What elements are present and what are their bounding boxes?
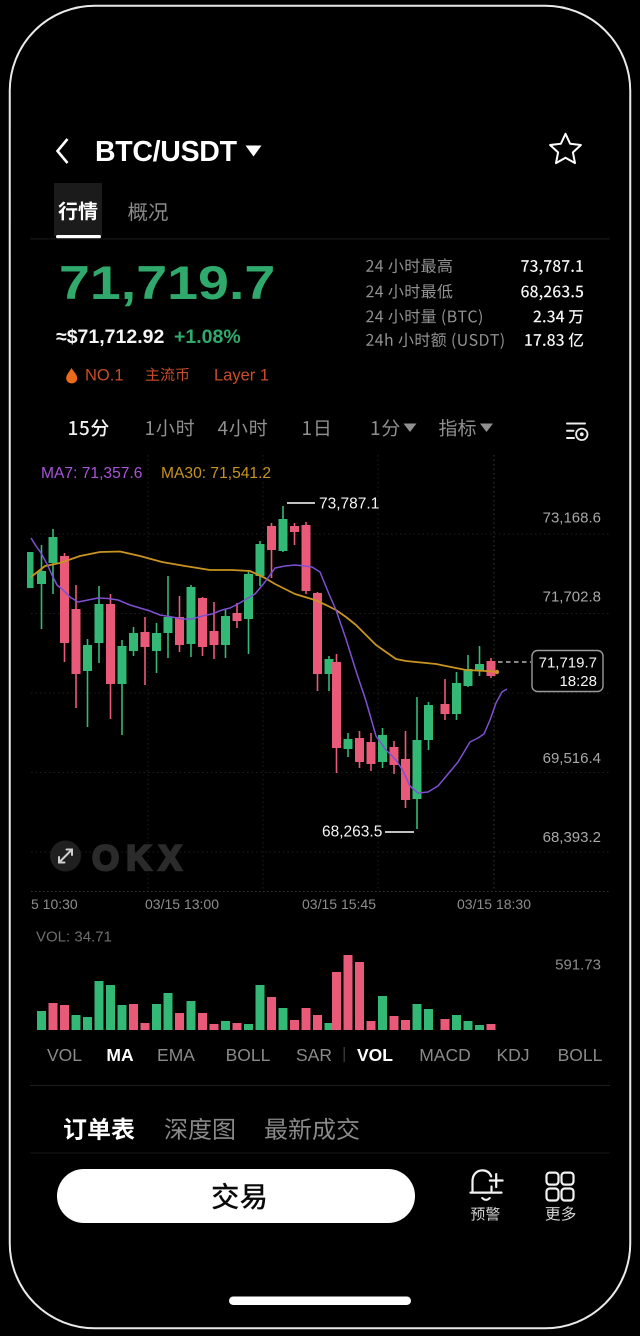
svg-text:EMA: EMA <box>157 1045 195 1065</box>
svg-text:03/15 13:00: 03/15 13:00 <box>145 896 219 912</box>
svg-text:MACD: MACD <box>419 1045 471 1065</box>
svg-text:VOL: VOL <box>357 1045 393 1065</box>
svg-text:03/15 18:30: 03/15 18:30 <box>457 896 531 912</box>
svg-text:71,719.7: 71,719.7 <box>539 655 597 672</box>
svg-text:71,719.7: 71,719.7 <box>59 256 275 309</box>
svg-text:18:28: 18:28 <box>559 673 597 690</box>
svg-text:69,516.4: 69,516.4 <box>543 750 601 767</box>
svg-text:VOL: 34.71: VOL: 34.71 <box>36 929 112 946</box>
svg-text:68,393.2: 68,393.2 <box>543 829 601 846</box>
svg-text:71,702.8: 71,702.8 <box>543 589 601 606</box>
svg-text:BOLL: BOLL <box>226 1045 271 1065</box>
svg-text:MA: MA <box>106 1045 134 1065</box>
svg-text:OKX: OKX <box>92 839 189 878</box>
svg-text:BOLL: BOLL <box>558 1045 603 1065</box>
svg-text:≈$71,712.92: ≈$71,712.92 <box>56 326 164 348</box>
svg-text:68,263.5: 68,263.5 <box>322 824 382 841</box>
svg-text:73,168.6: 73,168.6 <box>543 510 601 527</box>
svg-text:NO.1: NO.1 <box>85 367 124 385</box>
svg-text:SAR: SAR <box>296 1045 332 1065</box>
svg-text:Layer 1: Layer 1 <box>214 367 269 385</box>
svg-text:MA30: 71,541.2: MA30: 71,541.2 <box>161 465 271 482</box>
svg-text:73,787.1: 73,787.1 <box>319 496 379 513</box>
svg-text:03/15 15:45: 03/15 15:45 <box>302 896 376 912</box>
svg-text:5 10:30: 5 10:30 <box>31 896 78 912</box>
svg-text:BTC/USDT: BTC/USDT <box>95 136 238 168</box>
svg-text:KDJ: KDJ <box>496 1045 529 1065</box>
svg-text:MA7: 71,357.6: MA7: 71,357.6 <box>41 465 142 482</box>
svg-text:+1.08%: +1.08% <box>174 326 241 348</box>
svg-text:591.73: 591.73 <box>555 957 601 974</box>
svg-text:VOL: VOL <box>47 1045 82 1065</box>
